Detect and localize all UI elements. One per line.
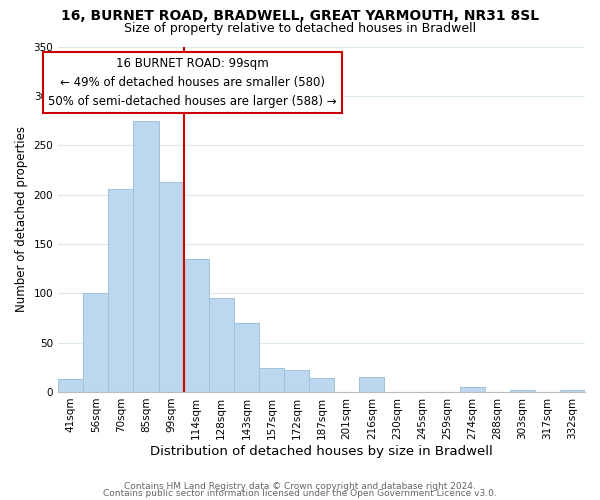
Text: 16 BURNET ROAD: 99sqm
← 49% of detached houses are smaller (580)
50% of semi-det: 16 BURNET ROAD: 99sqm ← 49% of detached … bbox=[48, 57, 337, 108]
Text: Size of property relative to detached houses in Bradwell: Size of property relative to detached ho… bbox=[124, 22, 476, 35]
Bar bbox=[109, 188, 133, 392]
Bar bbox=[209, 298, 234, 392]
Bar bbox=[184, 258, 209, 392]
Bar bbox=[510, 390, 535, 392]
Bar bbox=[58, 379, 83, 392]
Y-axis label: Number of detached properties: Number of detached properties bbox=[15, 126, 28, 312]
Bar bbox=[234, 323, 259, 392]
Text: Contains HM Land Registry data © Crown copyright and database right 2024.: Contains HM Land Registry data © Crown c… bbox=[124, 482, 476, 491]
Bar bbox=[284, 370, 309, 392]
Bar bbox=[158, 182, 184, 392]
Bar bbox=[359, 377, 385, 392]
Bar bbox=[309, 378, 334, 392]
Text: Contains public sector information licensed under the Open Government Licence v3: Contains public sector information licen… bbox=[103, 489, 497, 498]
Bar bbox=[133, 120, 158, 392]
Bar bbox=[83, 294, 109, 392]
Bar bbox=[460, 387, 485, 392]
Bar bbox=[259, 368, 284, 392]
Bar bbox=[560, 390, 585, 392]
X-axis label: Distribution of detached houses by size in Bradwell: Distribution of detached houses by size … bbox=[150, 444, 493, 458]
Text: 16, BURNET ROAD, BRADWELL, GREAT YARMOUTH, NR31 8SL: 16, BURNET ROAD, BRADWELL, GREAT YARMOUT… bbox=[61, 9, 539, 23]
